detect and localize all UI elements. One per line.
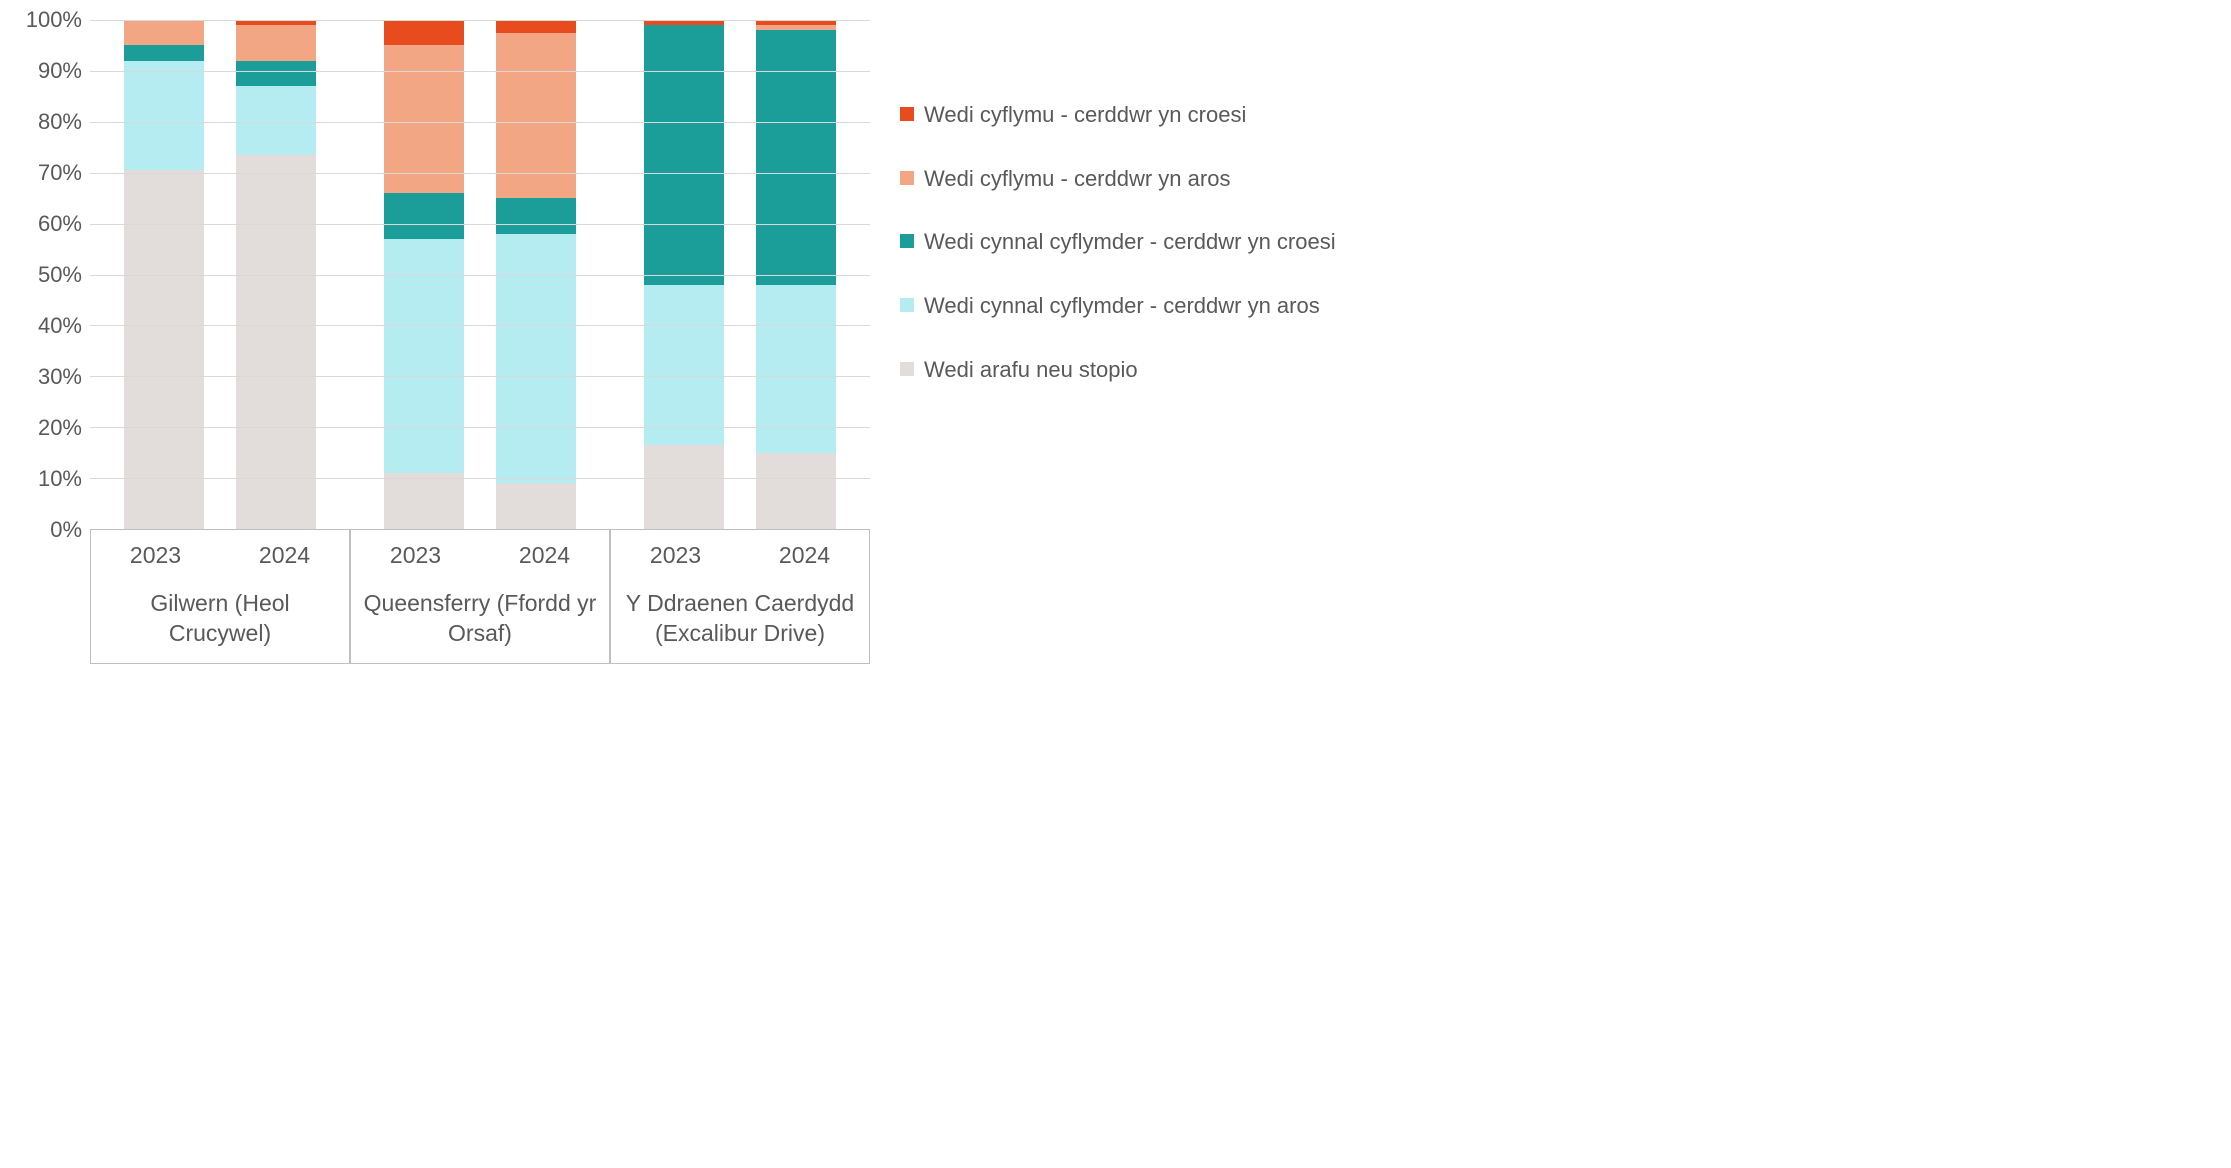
x-tick-year: 2023 [611, 530, 740, 581]
legend-item: Wedi cynnal cyflymder - cerddwr yn croes… [900, 227, 1336, 257]
y-tick-label: 20% [20, 417, 90, 439]
gridline [90, 275, 870, 276]
y-tick-label: 90% [20, 60, 90, 82]
legend-label: Wedi arafu neu stopio [924, 355, 1138, 385]
bar-segment [756, 30, 836, 285]
gridline [90, 325, 870, 326]
legend-swatch [900, 234, 914, 248]
legend-swatch [900, 362, 914, 376]
x-axis-group: 20232024Gilwern (Heol Crucywel) [90, 530, 350, 664]
y-tick-label: 30% [20, 366, 90, 388]
bar-segment [124, 20, 204, 45]
bar-segment [496, 20, 576, 33]
bar-segment [644, 285, 724, 445]
y-tick-label: 70% [20, 162, 90, 184]
bar-segment [236, 25, 316, 61]
bar-segment [236, 61, 316, 86]
legend-label: Wedi cynnal cyflymder - cerddwr yn aros [924, 291, 1320, 321]
legend-swatch [900, 171, 914, 185]
x-tick-year: 2023 [91, 530, 220, 581]
x-axis-group: 20232024Y Ddraenen Caerdydd (Excalibur D… [610, 530, 870, 664]
x-axis-years: 20232024 [611, 530, 869, 581]
y-tick-label: 100% [20, 9, 90, 31]
bar-segment [124, 61, 204, 170]
x-tick-year: 2024 [480, 530, 609, 581]
stacked-bar-chart: 0%10%20%30%40%50%60%70%80%90%100% 202320… [20, 20, 2211, 664]
legend-label: Wedi cyflymu - cerddwr yn croesi [924, 100, 1246, 130]
legend-item: Wedi cynnal cyflymder - cerddwr yn aros [900, 291, 1336, 321]
gridline [90, 122, 870, 123]
x-axis-years: 20232024 [91, 530, 349, 581]
y-tick-label: 10% [20, 468, 90, 490]
legend-swatch [900, 298, 914, 312]
legend: Wedi cyflymu - cerddwr yn croesi Wedi cyf… [900, 20, 1336, 384]
y-tick-label: 50% [20, 264, 90, 286]
x-tick-year: 2024 [220, 530, 349, 581]
bar-segment [236, 155, 316, 529]
plot-area: 0%10%20%30%40%50%60%70%80%90%100% 202320… [20, 20, 870, 664]
bar-segment [496, 483, 576, 529]
gridline [90, 71, 870, 72]
bar-segment [124, 45, 204, 60]
y-axis: 0%10%20%30%40%50%60%70%80%90%100% [20, 20, 90, 530]
legend-item: Wedi cyflymu - cerddwr yn aros [900, 164, 1336, 194]
bar-segment [644, 25, 724, 285]
y-tick-label: 80% [20, 111, 90, 133]
chart-body [90, 20, 870, 530]
gridline [90, 427, 870, 428]
x-axis: 20232024Gilwern (Heol Crucywel)20232024Q… [90, 530, 870, 664]
x-tick-location: Gilwern (Heol Crucywel) [91, 581, 349, 663]
legend-label: Wedi cyflymu - cerddwr yn aros [924, 164, 1230, 194]
gridline [90, 376, 870, 377]
bar-segment [384, 193, 464, 239]
bar-segment [756, 453, 836, 529]
bar-segment [384, 473, 464, 529]
x-tick-location: Queensferry (Ffordd yr Orsaf) [351, 581, 609, 663]
legend-label: Wedi cynnal cyflymder - cerddwr yn croes… [924, 227, 1336, 257]
x-axis-years: 20232024 [351, 530, 609, 581]
gridline [90, 478, 870, 479]
gridline [90, 224, 870, 225]
legend-item: Wedi arafu neu stopio [900, 355, 1336, 385]
y-tick-label: 60% [20, 213, 90, 235]
bar-segment [496, 198, 576, 234]
x-tick-year: 2023 [351, 530, 480, 581]
gridline [90, 173, 870, 174]
bar-segment [384, 45, 464, 193]
y-tick-label: 40% [20, 315, 90, 337]
legend-item: Wedi cyflymu - cerddwr yn croesi [900, 100, 1336, 130]
legend-swatch [900, 107, 914, 121]
x-tick-year: 2024 [740, 530, 869, 581]
x-tick-location: Y Ddraenen Caerdydd (Excalibur Drive) [611, 581, 869, 663]
bar-segment [644, 445, 724, 529]
gridline [90, 20, 870, 21]
x-axis-group: 20232024Queensferry (Ffordd yr Orsaf) [350, 530, 610, 664]
bar-segment [496, 234, 576, 483]
bar-segment [236, 86, 316, 155]
y-tick-label: 0% [20, 519, 90, 541]
bar-segment [384, 20, 464, 45]
